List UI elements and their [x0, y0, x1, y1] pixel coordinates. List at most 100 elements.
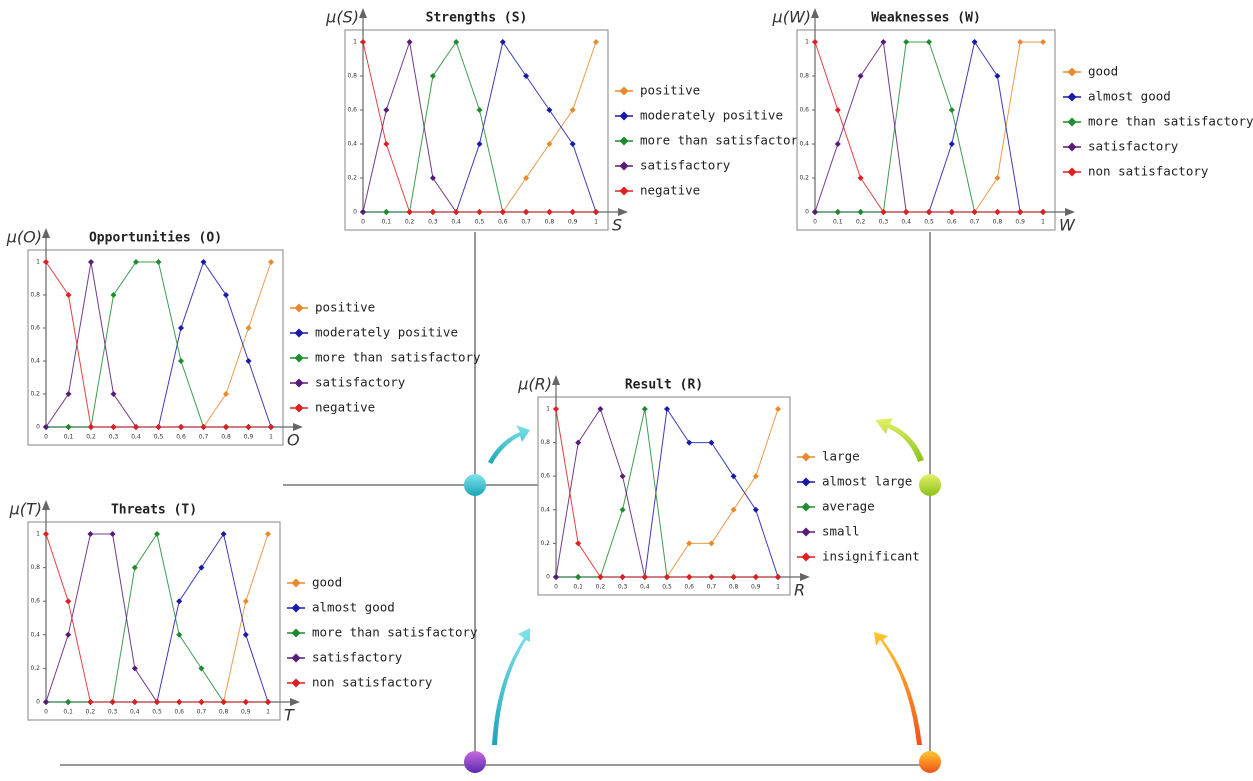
y-tick-label: 0,8 [540, 439, 550, 446]
x-tick-label: 0,2 [596, 584, 606, 591]
x-tick-label: 0,1 [833, 219, 843, 226]
x-tick-label: 0,3 [108, 709, 118, 716]
plot-frame [345, 30, 608, 230]
y-tick-label: 0,6 [30, 325, 40, 332]
legend-marker [295, 329, 304, 338]
arrow [875, 418, 924, 462]
plot-frame [28, 250, 283, 445]
x-axis-label: R [794, 581, 805, 600]
legend-label: moderately positive [640, 108, 783, 123]
chart-title: Strengths (S) [426, 11, 528, 26]
y-tick-label: 0,8 [347, 73, 357, 80]
x-tick-label: 0 [44, 434, 48, 441]
y-tick-label: 0,8 [799, 73, 809, 80]
y-axis-label: μ(O) [6, 228, 42, 247]
legend-label: non satisfactory [312, 675, 433, 690]
legend-label: more than satisfactory [312, 625, 478, 640]
x-tick-label: 0 [44, 709, 48, 716]
y-axis-label: μ(S) [325, 8, 359, 27]
chart-title: Weaknesses (W) [871, 11, 981, 26]
x-tick-label: 0,4 [131, 434, 141, 441]
legend-label: good [1088, 64, 1118, 79]
legend-marker [620, 87, 629, 96]
legend-label: small [822, 524, 860, 539]
x-tick-label: 1 [269, 434, 273, 441]
x-tick-label: 0,7 [199, 434, 209, 441]
x-tick-label: 0,8 [219, 709, 229, 716]
x-tick-label: 0,5 [924, 219, 934, 226]
y-axis-label: μ(T) [9, 500, 42, 519]
y-axis-label: μ(R) [517, 375, 552, 394]
y-axis-arrow [811, 8, 819, 18]
legend-marker [292, 654, 301, 663]
x-tick-label: 0,8 [545, 219, 555, 226]
legend-marker [802, 553, 811, 562]
x-tick-label: 0,6 [684, 584, 694, 591]
legend-marker [295, 379, 304, 388]
legend-label: satisfactory [1088, 139, 1179, 154]
y-tick-label: 0,2 [540, 540, 550, 547]
chart: Weaknesses (W) μ(W) W 0 0,1 0,2 0,3 0,4 0,5 0,6 0,… [772, 8, 1253, 235]
x-tick-label: 1 [594, 219, 598, 226]
x-tick-label: 0,2 [405, 219, 415, 226]
x-tick-label: 0 [813, 219, 817, 226]
legend-label: negative [640, 183, 700, 198]
y-axis-label: μ(W) [772, 8, 811, 27]
legend-marker [620, 112, 629, 121]
x-tick-label: 1 [266, 709, 270, 716]
legend-marker [620, 187, 629, 196]
x-axis-label: W [1059, 216, 1076, 235]
y-tick-label: 0 [546, 574, 550, 581]
chart-title: Result (R) [625, 378, 703, 393]
x-tick-label: 0,8 [221, 434, 231, 441]
plot-frame [28, 522, 280, 720]
y-axis-arrow [359, 8, 367, 18]
y-tick-label: 1 [546, 406, 550, 413]
y-tick-label: 0,4 [30, 631, 40, 638]
y-tick-label: 1 [36, 259, 40, 266]
x-tick-label: 0,4 [640, 584, 650, 591]
x-tick-label: 0,1 [64, 434, 74, 441]
x-tick-label: 0,9 [244, 434, 254, 441]
x-tick-label: 0,1 [63, 709, 73, 716]
y-tick-label: 0 [353, 209, 357, 216]
chart: Strengths (S)μ(S)S00,10,20,30,40,50,60,7… [325, 8, 806, 235]
legend-marker [1068, 143, 1077, 152]
y-tick-label: 1 [805, 39, 809, 46]
y-tick-label: 0,4 [30, 358, 40, 365]
arrow [874, 632, 922, 745]
legend-label: insignificant [822, 549, 920, 564]
legend-marker [620, 137, 629, 146]
y-tick-label: 0,4 [347, 141, 357, 148]
x-tick-label: 0,7 [707, 584, 717, 591]
y-tick-label: 0,4 [540, 506, 550, 513]
legend-marker [802, 478, 811, 487]
y-axis-arrow [42, 228, 50, 238]
x-tick-label: 0,7 [521, 219, 531, 226]
x-tick-label: 1 [1041, 219, 1045, 226]
legend-label: positive [640, 83, 700, 98]
legend-marker [802, 453, 811, 462]
x-tick-label: 0,3 [879, 219, 889, 226]
legend-marker [292, 604, 301, 613]
x-tick-label: 0,4 [901, 219, 911, 226]
chart-title: Threats (T) [111, 503, 197, 518]
y-tick-label: 0,8 [30, 292, 40, 299]
x-tick-label: 0,5 [154, 434, 164, 441]
x-tick-label: 0 [554, 584, 558, 591]
y-tick-label: 0 [36, 424, 40, 431]
y-tick-label: 1 [36, 531, 40, 538]
legend-label: satisfactory [640, 158, 731, 173]
legend-marker [1068, 68, 1077, 77]
x-tick-label: 0,3 [109, 434, 119, 441]
x-tick-label: 0,9 [241, 709, 251, 716]
y-tick-label: 0,2 [799, 175, 809, 182]
x-tick-label: 0,7 [197, 709, 207, 716]
x-tick-label: 0,5 [662, 584, 672, 591]
legend-marker [292, 579, 301, 588]
x-tick-label: 0,3 [428, 219, 438, 226]
y-tick-label: 0,6 [799, 107, 809, 114]
x-tick-label: 0,2 [86, 434, 96, 441]
